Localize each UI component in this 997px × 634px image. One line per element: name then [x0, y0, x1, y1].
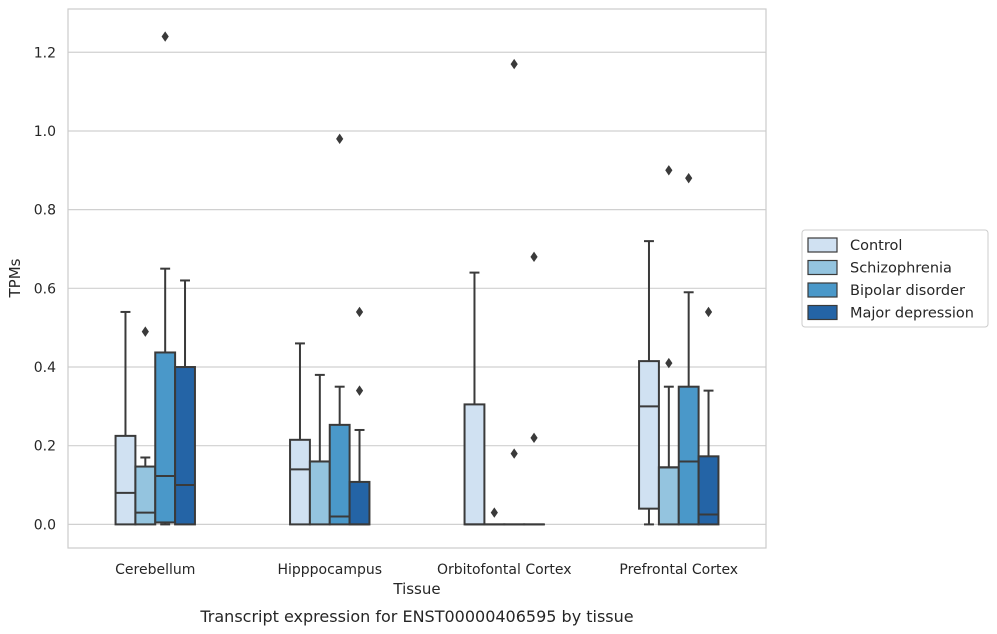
x-axis-label: Tissue — [392, 580, 440, 598]
y-axis-label: TPMs — [6, 258, 24, 298]
outlier-marker — [510, 58, 518, 70]
box-body — [174, 366, 196, 526]
plot-frame — [67, 8, 767, 549]
x-tick-label: Prefrontal Cortex — [619, 562, 738, 578]
legend-label: Control — [850, 238, 902, 254]
box-body — [677, 385, 700, 526]
outlier-marker — [490, 507, 498, 518]
legend-frame — [801, 229, 989, 328]
box-3-3 — [697, 306, 720, 526]
box-1-1 — [308, 373, 331, 526]
legend-label: Bipolar disorder — [850, 283, 965, 299]
outlier-marker — [704, 306, 713, 318]
box-3-2 — [523, 251, 545, 526]
chart-caption: Transcript expression for ENST0000040659… — [199, 607, 633, 626]
box-0-2 — [463, 271, 486, 526]
outlier-marker — [665, 165, 673, 176]
box-body — [114, 434, 137, 526]
box-0-3 — [638, 240, 660, 526]
x-tick-label: Cerebellum — [115, 562, 195, 578]
box-body — [348, 480, 371, 526]
box-3-0 — [174, 279, 196, 526]
y-tick-label: 0.6 — [34, 281, 56, 297]
box-body — [638, 360, 660, 510]
y-tick-label: 0.2 — [34, 439, 56, 455]
outlier-marker — [510, 448, 518, 459]
box-2-2 — [503, 58, 526, 526]
box-0-0 — [114, 310, 137, 526]
legend-label: Major depression — [850, 306, 974, 322]
outlier-marker — [685, 172, 693, 184]
boxes-layer — [114, 31, 720, 526]
outlier-marker — [665, 357, 673, 369]
y-tick-label: 0.0 — [34, 517, 56, 533]
outlier-marker — [530, 251, 538, 263]
y-tick-label: 0.8 — [34, 203, 56, 219]
y-tick-label: 1.0 — [34, 124, 56, 140]
x-tick-labels: Cerebellum Hipppocampus Orbitofontal Corte… — [115, 562, 738, 578]
outlier-marker — [355, 385, 364, 396]
outlier-marker — [530, 432, 538, 444]
outlier-marker — [141, 326, 149, 337]
outlier-marker — [355, 306, 364, 318]
box-2-1 — [328, 133, 351, 526]
legend: Control Schizophrenia Bipolar disorder Majo… — [801, 229, 989, 328]
box-body — [328, 423, 351, 526]
legend-label: Schizophrenia — [850, 261, 952, 277]
box-body — [134, 465, 157, 526]
legend-swatch — [807, 259, 838, 276]
box-body — [289, 438, 311, 526]
x-tick-label: Orbitofontal Cortex — [437, 562, 572, 578]
box-body — [308, 460, 331, 526]
legend-swatch — [807, 237, 838, 253]
box-body — [463, 403, 486, 526]
y-tick-labels: 0.0 0.2 0.4 0.6 0.8 1.0 1.2 — [34, 45, 56, 533]
box-3-1 — [348, 306, 371, 526]
outlier-marker — [336, 133, 344, 145]
legend-swatch — [807, 282, 838, 298]
box-body — [154, 351, 177, 524]
y-tick-label: 1.2 — [34, 45, 56, 61]
y-tick-label: 0.4 — [34, 360, 56, 376]
box-body — [657, 466, 680, 526]
x-tick-label: Hipppocampus — [277, 562, 382, 578]
legend-swatch — [807, 304, 838, 321]
box-body — [697, 455, 720, 526]
outlier-marker — [161, 31, 169, 42]
